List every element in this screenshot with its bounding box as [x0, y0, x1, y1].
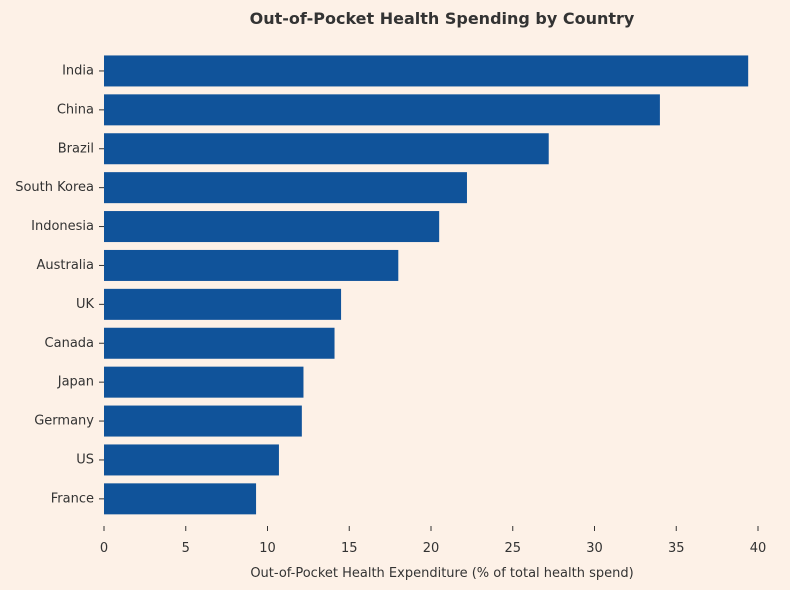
x-tick-label: 40	[750, 541, 767, 556]
x-tick-label: 20	[423, 541, 440, 556]
bar-france	[104, 483, 257, 515]
x-tick-label: 35	[668, 541, 685, 556]
y-tick-label: US	[76, 452, 94, 467]
bar-canada	[104, 327, 335, 359]
y-tick-label: Germany	[34, 414, 94, 429]
bar-germany	[104, 405, 302, 437]
y-tick-label: France	[51, 491, 94, 506]
bar-china	[104, 94, 660, 126]
bar-us	[104, 444, 279, 476]
x-tick-label: 30	[586, 541, 603, 556]
y-tick-label: Canada	[45, 336, 94, 351]
y-tick-label: Indonesia	[31, 219, 94, 234]
y-tick-label: Brazil	[58, 141, 94, 156]
y-axis-ticks: India China Brazil South Korea Indonesia Aust…	[15, 63, 104, 506]
bar-australia	[104, 249, 399, 281]
bar-japan	[104, 366, 304, 398]
bars	[104, 55, 749, 515]
x-tick-label: 5	[182, 541, 190, 556]
bar-uk	[104, 288, 342, 320]
y-tick-label: India	[62, 63, 94, 78]
x-tick-label: 15	[341, 541, 358, 556]
bar-south-korea	[104, 172, 467, 204]
bar-brazil	[104, 133, 549, 165]
y-tick-label: China	[57, 102, 94, 117]
x-axis-ticks: 0 5 10 15 20 25 30 35 40	[100, 526, 766, 556]
x-tick-label: 10	[259, 541, 276, 556]
bar-indonesia	[104, 211, 440, 243]
x-tick-label: 25	[504, 541, 521, 556]
x-axis-label: Out-of-Pocket Health Expenditure (% of t…	[250, 566, 633, 581]
bar-india	[104, 55, 749, 87]
y-tick-label: Australia	[36, 258, 94, 273]
x-tick-label: 0	[100, 541, 108, 556]
chart-title: Out-of-Pocket Health Spending by Country	[250, 9, 635, 28]
y-tick-label: UK	[76, 297, 95, 312]
y-tick-label: Japan	[57, 375, 94, 390]
y-tick-label: South Korea	[15, 180, 94, 195]
